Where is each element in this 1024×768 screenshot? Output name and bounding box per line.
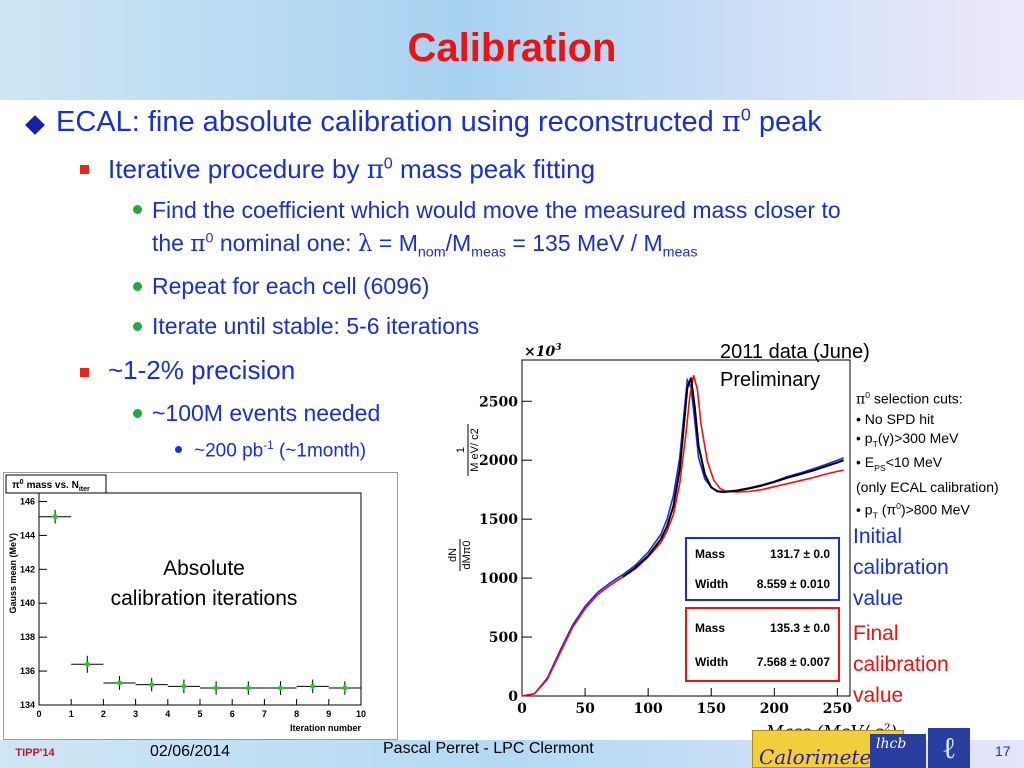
slide-title: Calibration (407, 26, 617, 70)
dot-bullet-icon (133, 205, 142, 214)
data-point (149, 682, 155, 688)
page-number: 17 (995, 743, 1011, 759)
bullet-events: ~100M events needed (152, 400, 381, 426)
y-axis-frac-bottom: dMπ0 (461, 541, 473, 570)
lhcb-logo: lhcb (870, 734, 926, 768)
chart-title: π0 mass vs. Niter (12, 479, 90, 493)
x-tick-label: 50 (575, 701, 595, 717)
x-tick-label: 250 (823, 701, 852, 717)
data-label: 2011 data (June) Preliminary (720, 341, 870, 391)
x-tick-label: 100 (634, 701, 663, 717)
title-band (0, 0, 1024, 100)
square-bullet-icon (80, 165, 89, 174)
x-tick-label: 150 (697, 701, 726, 717)
x-axis-label: Iteration number (290, 723, 362, 733)
initial-calibration-label: Initial calibration value (853, 525, 949, 610)
bullet-find-line2: the π0 nominal one: λ = Mnom/Mmeas = 135… (152, 230, 698, 261)
data-point (181, 683, 187, 689)
y-tick-label: 2500 (479, 394, 518, 410)
y-tick-label: 134 (20, 700, 35, 710)
y-tick-label: 1500 (479, 512, 518, 528)
x-tick-label: 5 (197, 709, 202, 719)
y-axis-label-top: 1 (455, 447, 467, 453)
cut-eps: • EPS<10 MeV (856, 454, 943, 474)
absolute-calibration-label: Absolute calibration iterations (110, 557, 298, 610)
data-point (278, 685, 283, 691)
fit-box-final: Mass 135.3 ± 0.0 Width 7.568 ± 0.007 (685, 607, 840, 682)
x-tick-label: 4 (165, 709, 170, 719)
data-point (52, 514, 58, 520)
cut-spd: • No SPD hit (856, 410, 935, 427)
iteration-chart-svg: π0 mass vs. Niter 0 1 2 3 4 5 6 7 8 9 10 134 136 138 14… (5, 474, 366, 733)
x-tick-label: 200 (760, 701, 789, 717)
bullet-precision: ~1-2% precision (108, 355, 296, 385)
y-tick-label: 140 (20, 598, 35, 608)
cuts-header: π0 selection cuts: (856, 390, 963, 408)
square-bullet-icon (80, 368, 89, 377)
y-tick-label: 2000 (479, 453, 518, 469)
y-tick-label: 0 (508, 689, 518, 705)
bullet-iterative: Iterative procedure by π0 mass peak fitt… (108, 154, 596, 185)
y-exponent: ×103 (524, 343, 561, 360)
x-tick-label: 7 (262, 709, 267, 719)
cut-pt-pi0: • pT (π0)>800 MeV (856, 501, 970, 521)
x-tick-label: 9 (326, 709, 331, 719)
bullet-find-line1: Find the coefficient which would move th… (152, 197, 841, 223)
dot-bullet-icon (133, 409, 142, 418)
x-tick-label: 3 (133, 709, 138, 719)
y-tick-label: 500 (489, 630, 518, 646)
y-axis-frac: dN dMπ0 (447, 539, 473, 571)
x-tick-label: 1 (69, 709, 74, 719)
final-calibration-label: Final calibration value (853, 622, 949, 707)
data-point (213, 685, 219, 691)
y-tick-label: 138 (20, 632, 35, 642)
footer-author: Pascal Perret - LPC Clermont (383, 740, 594, 757)
bullet-repeat: Repeat for each cell (6096) (152, 273, 430, 299)
dot-bullet-icon (133, 322, 142, 331)
x-tick-label: 10 (356, 709, 366, 719)
fit-box-initial: Mass 131.7 ± 0.0 Width 8.559 ± 0.010 (685, 537, 840, 601)
data-point (342, 685, 348, 691)
bullet-ecal: ECAL: fine absolute calibration using re… (56, 104, 822, 138)
x-tick-label: 0 (517, 701, 527, 717)
y-axis-frac-top: dN (447, 548, 459, 562)
lab-logo: ℓ (928, 728, 970, 768)
footer-date: 02/06/2014 (150, 743, 231, 760)
cut-ecal-only: (only ECAL calibration) (856, 479, 999, 496)
selection-cuts: π0 selection cuts: • No SPD hit • pT(γ)>… (856, 386, 999, 526)
x-tick-label: 2 (101, 709, 106, 719)
data-point (84, 661, 90, 667)
x-tick-label: 0 (36, 709, 41, 719)
dot-bullet-icon (133, 282, 142, 291)
y-tick-label: 146 (20, 496, 35, 506)
bullet-lumi: ~200 pb-1 (~1month) (194, 439, 367, 462)
y-tick-label: 144 (20, 530, 35, 540)
data-point (117, 680, 122, 686)
dot-bullet-icon (175, 446, 182, 453)
x-tick-label: 6 (230, 709, 235, 719)
iteration-chart: π0 mass vs. Niter 0 1 2 3 4 5 6 7 8 9 10 134 136 138 14… (3, 472, 398, 740)
x-tick-label: 8 (294, 709, 299, 719)
cut-pt-gamma: • pT(γ)>300 MeV (856, 429, 959, 449)
y-tick-label: 142 (20, 564, 35, 574)
y-axis-label-unit: M eV/ c2 (469, 428, 481, 471)
y-tick-label: 136 (20, 666, 35, 676)
data-point (310, 683, 316, 689)
y-tick-label: 1000 (479, 571, 518, 587)
series-line-2 (622, 377, 845, 578)
tipp-logo: TIPP'14 (15, 747, 55, 759)
diamond-bullet-icon (25, 115, 45, 135)
y-axis-label: Gauss mean (MeV) (8, 533, 18, 614)
data-point (245, 685, 251, 691)
bullet-iterate: Iterate until stable: 5-6 iterations (152, 313, 480, 339)
